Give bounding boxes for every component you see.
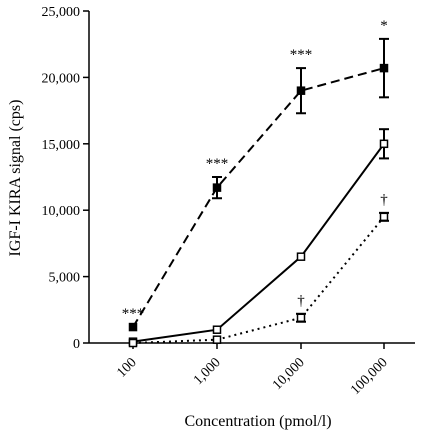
x-tick-label: 10,000	[270, 355, 308, 393]
series-group	[128, 37, 389, 348]
data-point	[128, 338, 138, 348]
significance-label: *	[380, 18, 388, 34]
data-point	[128, 322, 138, 332]
x-tick-label: 100,000	[348, 355, 391, 398]
y-tick-label: 20,000	[42, 71, 81, 86]
data-point	[212, 335, 222, 344]
data-point	[296, 252, 306, 261]
axes: 0 5,000 10,000 15,000 20,000 25,000 100 1,000 10…	[42, 5, 415, 398]
y-tick-label: 0	[73, 337, 80, 352]
significance-label: ***	[122, 306, 145, 322]
y-tick-label: 5,000	[49, 271, 81, 286]
data-point	[296, 313, 306, 323]
significance-label: †	[380, 192, 388, 208]
data-point	[379, 212, 389, 222]
y-axis-title: IGF-I KIRA signal (cps)	[7, 100, 24, 257]
data-point	[212, 325, 222, 334]
series-line	[132, 67, 385, 328]
significance-label: ***	[206, 156, 229, 172]
y-tick-label: 25,000	[42, 5, 81, 20]
series-line	[132, 143, 385, 343]
data-point	[296, 86, 306, 95]
y-tick-label: 10,000	[42, 204, 81, 219]
data-point	[212, 183, 222, 192]
significance-label: †	[297, 293, 305, 309]
x-tick-label: 100	[114, 355, 139, 380]
data-point	[379, 63, 389, 73]
significance-label: ***	[290, 47, 313, 63]
x-tick-label: 1,000	[191, 355, 224, 388]
data-point	[379, 139, 389, 149]
x-axis-title: Concentration (pmol/l)	[184, 413, 331, 430]
y-tick-label: 15,000	[42, 138, 81, 153]
series-line	[132, 216, 385, 344]
annotations-group: **********††	[122, 18, 389, 322]
